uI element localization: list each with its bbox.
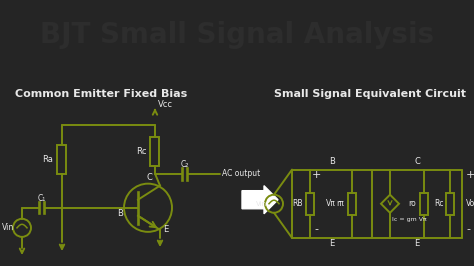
Text: Small Signal Equivalent Circuit: Small Signal Equivalent Circuit [274,89,466,99]
Text: AC output: AC output [222,169,260,178]
Text: E: E [163,225,168,234]
Bar [306,193,314,215]
Text: ro: ro [408,199,416,208]
Bar [348,193,356,215]
Text: Ra: Ra [43,155,54,164]
Text: Vcc: Vcc [158,100,173,109]
Bar [446,193,454,215]
Text: Vout: Vout [466,199,474,208]
Text: Rc: Rc [434,199,444,208]
Text: C: C [414,157,420,165]
Text: C: C [146,173,152,182]
Text: RB: RB [293,199,303,208]
Text: C₂: C₂ [181,160,189,169]
Bar [151,138,159,165]
Text: Vπ: Vπ [326,199,336,208]
FancyArrow shape [242,186,278,214]
Text: Rc: Rc [136,147,146,156]
Bar [57,146,66,174]
Text: Common Emitter Fixed Bias: Common Emitter Fixed Bias [15,89,187,99]
Text: +: + [466,170,474,180]
Text: C₁: C₁ [38,194,46,203]
Text: Ic = gm Vπ: Ic = gm Vπ [392,217,427,222]
Text: +: + [311,170,321,180]
Text: Vin: Vin [256,201,267,207]
Text: -: - [314,224,318,234]
Bar [420,193,428,215]
Text: Vin: Vin [2,223,14,232]
Text: rπ: rπ [336,199,344,208]
Text: E: E [414,239,419,248]
Text: B: B [117,209,123,218]
Text: B: B [329,157,335,165]
Text: E: E [329,239,335,248]
Text: BJT Small Signal Analysis: BJT Small Signal Analysis [40,20,434,49]
Text: -: - [466,224,470,234]
